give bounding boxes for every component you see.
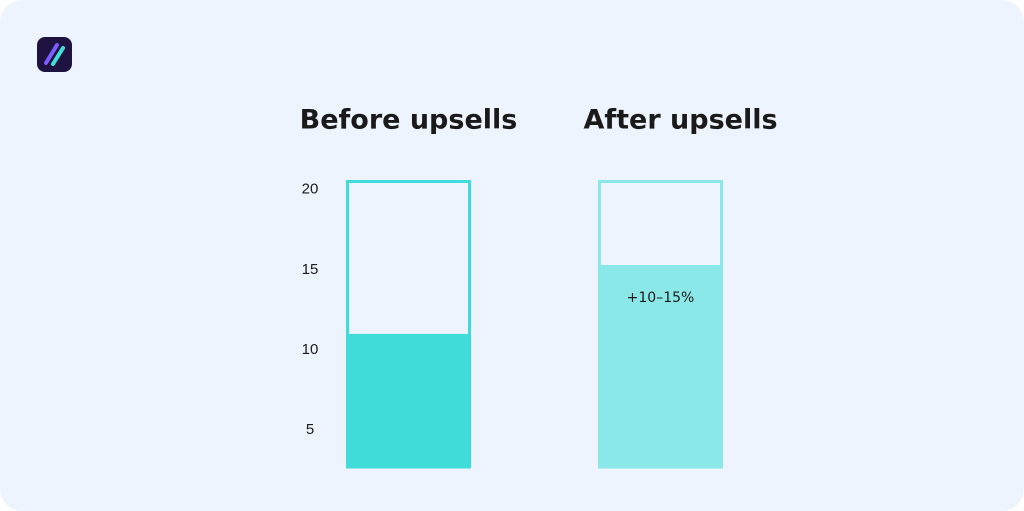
bar: [346, 333, 471, 467]
logo: [37, 37, 72, 72]
y-tick-label: 10: [302, 341, 319, 358]
bar-title: Before upsells: [300, 105, 518, 136]
bar-title: After upsells: [583, 105, 777, 136]
y-tick-label: 15: [302, 261, 319, 278]
annotation: +10–15%: [627, 290, 695, 306]
y-tick-label: 5: [306, 421, 314, 438]
y-tick-label: 20: [302, 181, 319, 198]
bar: [598, 264, 723, 467]
